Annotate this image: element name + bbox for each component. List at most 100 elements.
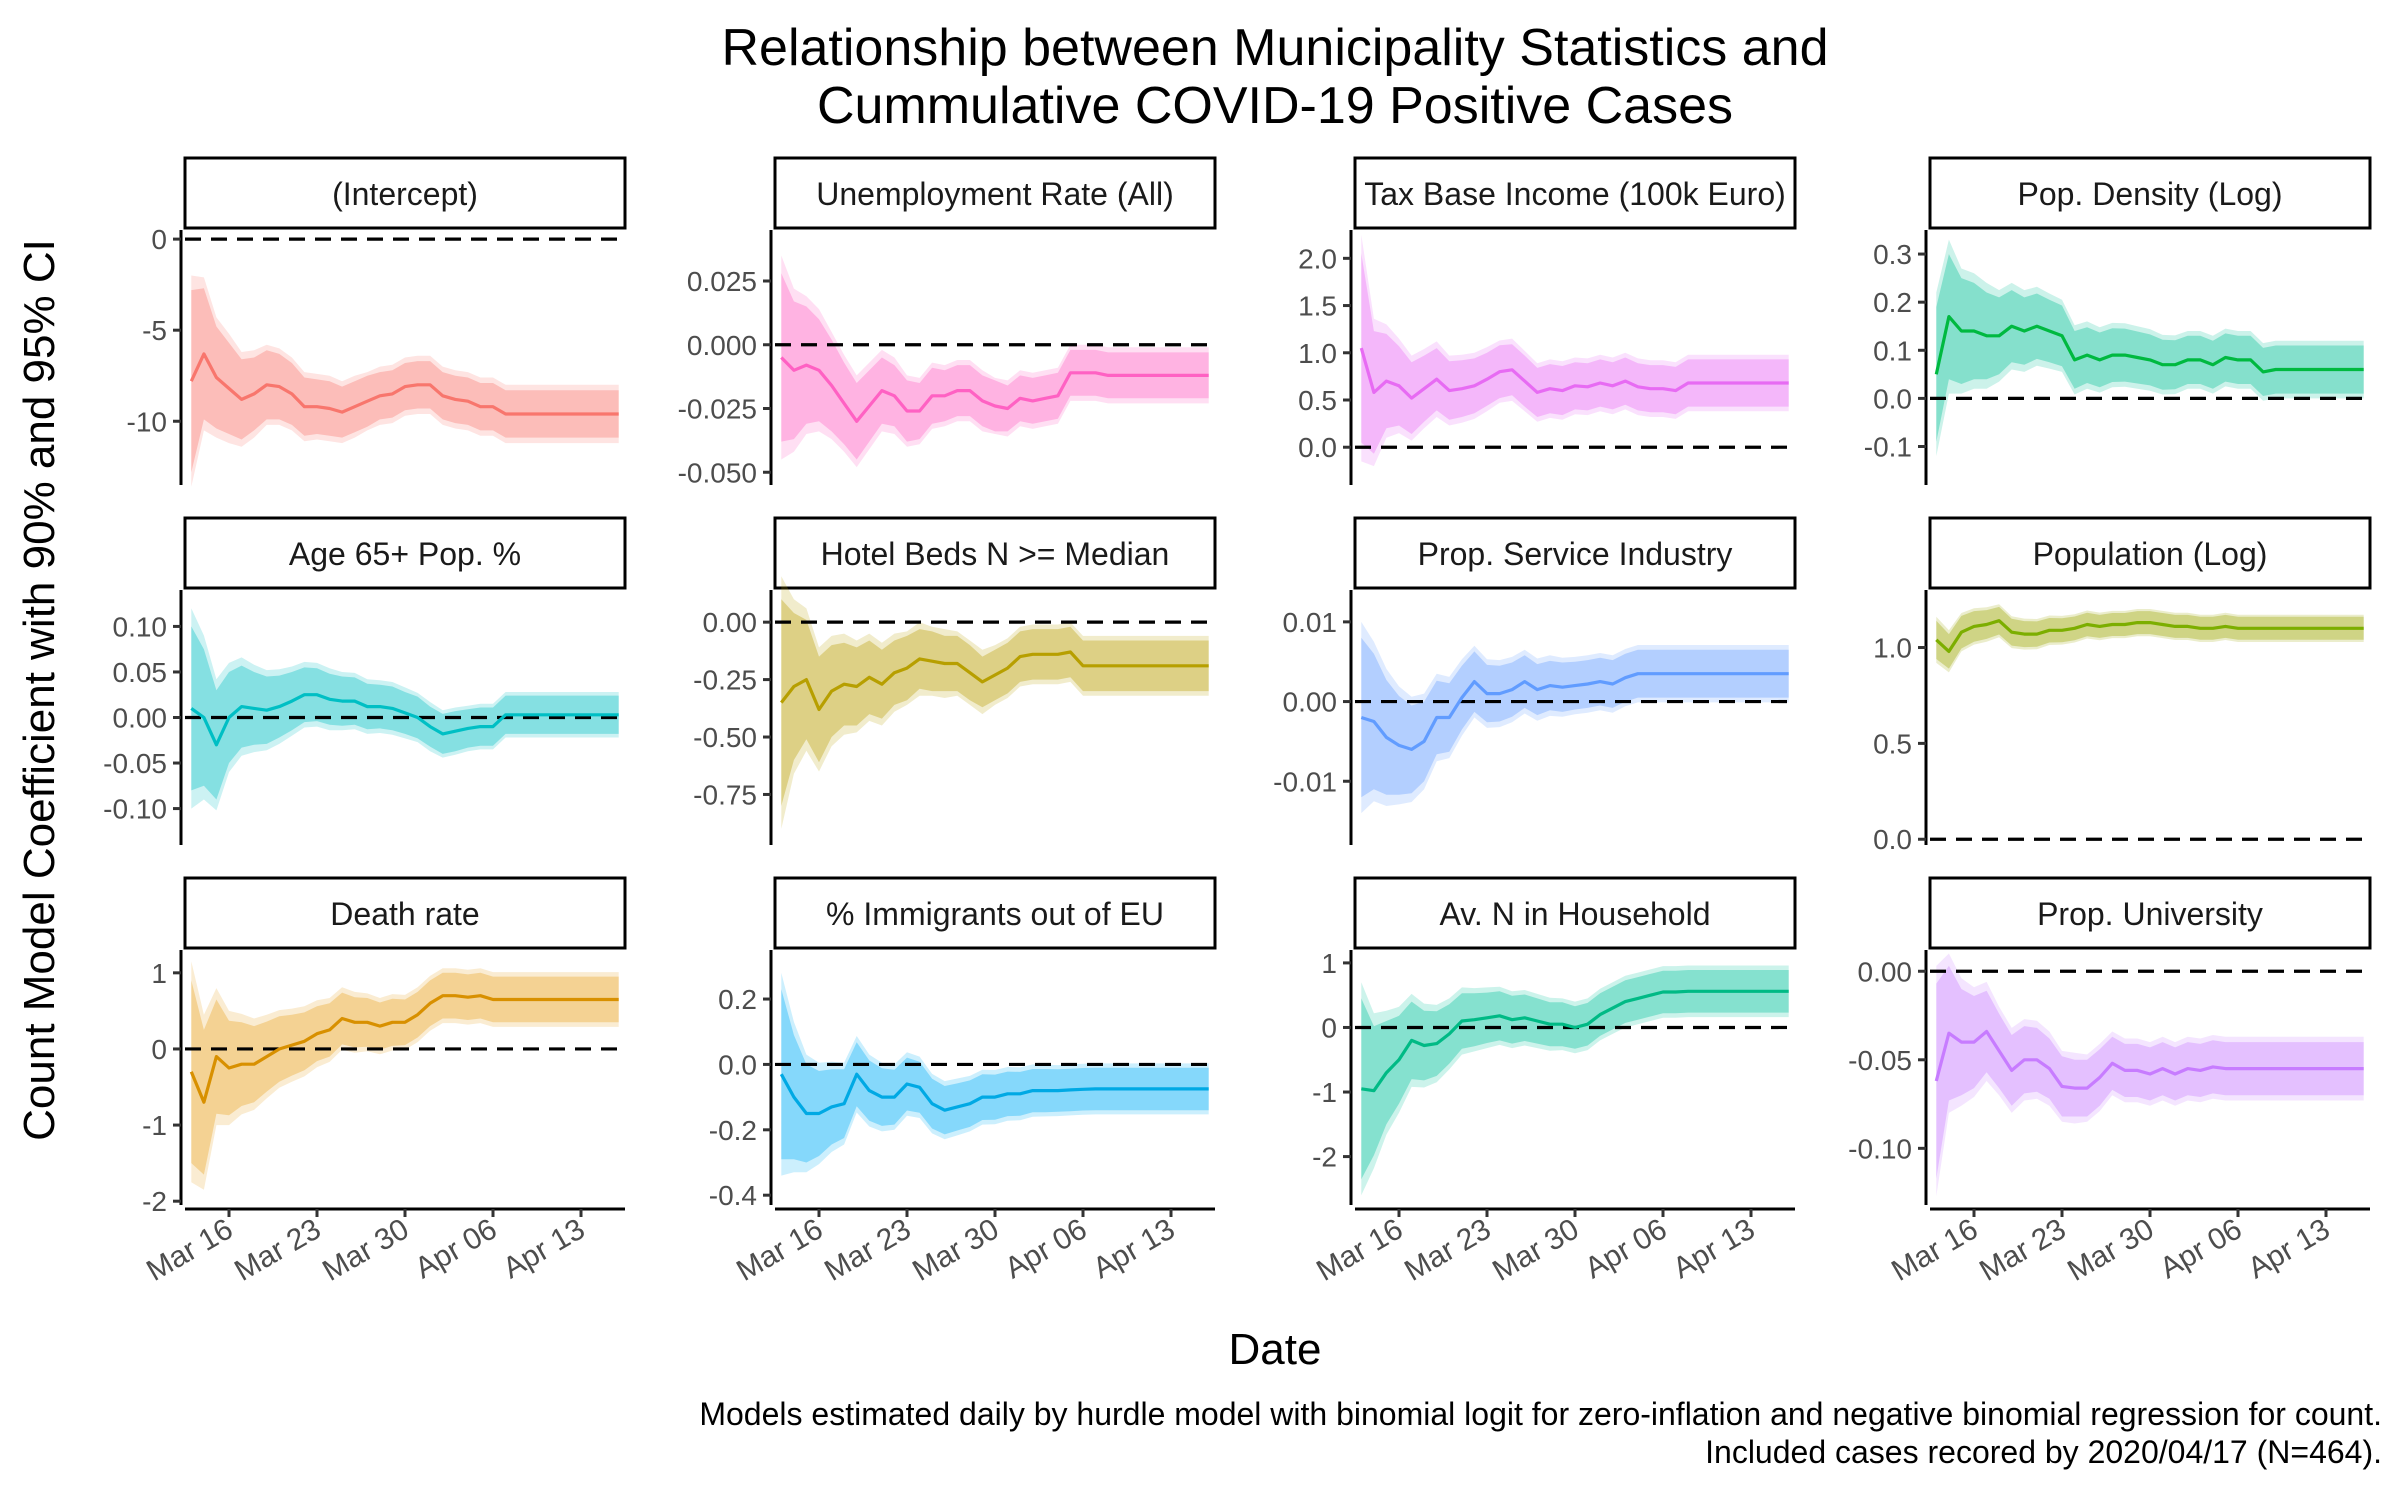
panel-2-y-tick-label: 1.0 (1298, 338, 1337, 369)
panel-8-strip-label: Death rate (330, 896, 479, 932)
panel-10-strip (1353, 876, 1797, 950)
panel-3-estimate-line (1934, 315, 2364, 375)
panel-6-ci95-band (1361, 621, 1789, 814)
panel-9-y-tick-label: -0.2 (709, 1115, 757, 1146)
caption-line-1: Models estimated daily by hurdle model w… (699, 1396, 2382, 1432)
panel-5-y-tick-label: 0.00 (703, 607, 758, 638)
panel-8-y-tick-label: -1 (142, 1110, 167, 1141)
panel-11-y-tick-label: -0.05 (1848, 1045, 1912, 1076)
panel-9: % Immigrants out of EU 0.2 0.0 -0.2 -0.4Mar … (709, 876, 1217, 1288)
panel-3-strip (1928, 156, 2372, 230)
panel-3-y-tick-label: 0.1 (1873, 335, 1912, 366)
panel-4-strip (183, 516, 627, 590)
panel-5-y-tick-label: -0.50 (693, 722, 757, 753)
panel-11-x-tick-label: Mar 16 (1886, 1212, 1983, 1287)
chart-title-line-2: Cummulative COVID-19 Positive Cases (816, 77, 1734, 135)
panel-6-y-tick-label: -0.01 (1273, 766, 1337, 797)
panel-3-y-tick-label: 0.2 (1873, 287, 1912, 318)
panel-7-ci95-band (1936, 604, 2364, 673)
panel-8-estimate-line (189, 994, 619, 1104)
panel-4-strip-label: Age 65+ Pop. % (289, 536, 521, 572)
panel-9-y-tick-label: 0.0 (718, 1049, 757, 1080)
panel-10-ci90-band (1361, 970, 1789, 1180)
panel-11-y-tick-label: -0.10 (1848, 1133, 1912, 1164)
panel-5: Hotel Beds N >= Median 0.00 -0.25 -0.50 -0.7… (693, 516, 1217, 845)
panel-7-ci90-band (1936, 606, 2364, 669)
panel-2-strip (1353, 156, 1797, 230)
panel-4-ci95-band (191, 608, 619, 811)
panel-10-x-tick-label: Apr 06 (1579, 1212, 1672, 1285)
panel-9-y-tick-label: -0.4 (709, 1180, 757, 1211)
panel-9-y-tick-label: 0.2 (718, 984, 757, 1015)
panel-1-ci95-band (781, 255, 1209, 468)
panel-8-ci90-band (191, 972, 619, 1175)
panel-10-x-tick-label: Apr 13 (1667, 1212, 1760, 1285)
panel-6-y-tick-label: 0.00 (1283, 687, 1338, 718)
panel-4: Age 65+ Pop. % 0.10 0.05 0.00 -0.05 -0.10 (103, 516, 627, 845)
panel-6-ci90-band (1361, 637, 1789, 798)
panel-6: Prop. Service Industry 0.01 0.00 -0.01 (1273, 516, 1797, 845)
panel-1: Unemployment Rate (All) 0.025 0.000 -0.025 -… (678, 156, 1217, 488)
panel-2-strip-label: Tax Base Income (100k Euro) (1364, 176, 1786, 212)
panel-4-y-tick-label: 0.05 (113, 657, 168, 688)
panel-3-y-tick-label: 0.0 (1873, 383, 1912, 414)
panel-4-estimate-line (190, 693, 619, 747)
panel-5-strip-label: Hotel Beds N >= Median (821, 536, 1170, 572)
panel-11-x-tick-label: Apr 13 (2242, 1212, 2335, 1285)
panel-11-y-tick-label: 0.00 (1858, 956, 1913, 987)
panel-0-strip (183, 156, 627, 230)
panel-1-estimate-line (780, 356, 1209, 423)
panel-8-x-tick-label: Mar 30 (317, 1212, 414, 1287)
panel-9-strip-label: % Immigrants out of EU (826, 896, 1164, 932)
panel-11-x-tick-label: Mar 23 (1974, 1212, 2071, 1287)
panel-11-x-tick-label: Apr 06 (2154, 1212, 2247, 1285)
panel-4-y-tick-label: -0.10 (103, 794, 167, 825)
panel-1-y-tick-label: 0.000 (687, 330, 757, 361)
panel-0-strip-label: (Intercept) (332, 176, 478, 212)
panel-8-y-tick-label: 1 (151, 958, 167, 989)
panel-7-y-tick-label: 0.5 (1873, 728, 1912, 759)
panel-1-strip (773, 156, 1217, 230)
panel-10-y-tick-label: 1 (1321, 948, 1337, 979)
panel-5-estimate-line (780, 650, 1209, 712)
panel-2-y-tick-label: 0.0 (1298, 432, 1337, 463)
panel-3-ci90-band (1936, 254, 2364, 442)
panel-8-y-tick-label: 0 (151, 1034, 167, 1065)
panel-5-ci90-band (781, 599, 1209, 806)
panel-10-y-tick-label: -1 (1312, 1077, 1337, 1108)
panel-0-y-tick-label: 0 (151, 224, 167, 255)
caption-line-2: Included cases recored by 2020/04/17 (N=… (1705, 1434, 2382, 1470)
panel-8-x-tick-label: Mar 23 (229, 1212, 326, 1287)
panel-2-ci90-band (1361, 253, 1789, 454)
panel-1-y-tick-label: -0.025 (678, 394, 757, 425)
panel-10-estimate-line (1361, 989, 1789, 1093)
panel-7-y-tick-label: 1.0 (1873, 633, 1912, 664)
panel-7-strip-label: Population (Log) (2033, 536, 2268, 572)
panel-10-y-tick-label: 0 (1321, 1012, 1337, 1043)
panel-5-strip (773, 516, 1217, 590)
panel-9-ci95-band (781, 972, 1209, 1176)
panel-4-y-tick-label: 0.00 (113, 703, 168, 734)
panel-8-strip (183, 876, 627, 950)
panel-10-x-tick-label: Mar 16 (1311, 1212, 1408, 1287)
panel-4-y-tick-label: -0.05 (103, 748, 167, 779)
panel-1-y-tick-label: 0.025 (687, 266, 757, 297)
panel-11-ci90-band (1936, 965, 2364, 1179)
panel-11-estimate-line (1934, 1029, 2364, 1090)
panel-9-x-tick-label: Apr 13 (1087, 1212, 1180, 1285)
panel-9-estimate-line (779, 1072, 1209, 1116)
panel-9-strip (773, 876, 1217, 950)
panel-1-ci90-band (781, 273, 1209, 460)
panel-3-strip-label: Pop. Density (Log) (2017, 176, 2282, 212)
panel-8-x-tick-label: Mar 16 (141, 1212, 238, 1287)
panel-7: Population (Log) 1.0 0.5 0.0 (1873, 516, 2372, 855)
panel-9-x-tick-label: Mar 16 (731, 1212, 828, 1287)
panel-6-y-tick-label: 0.01 (1283, 607, 1338, 638)
panel-0-y-tick-label: -10 (127, 406, 167, 437)
panel-8-x-tick-label: Apr 13 (497, 1212, 590, 1285)
panel-5-y-tick-label: -0.25 (693, 665, 757, 696)
panel-6-estimate-line (1360, 672, 1789, 751)
